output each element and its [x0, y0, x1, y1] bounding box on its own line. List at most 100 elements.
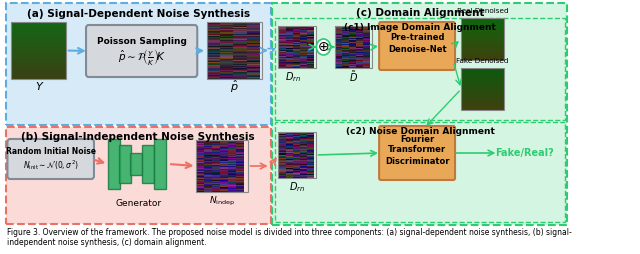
Bar — [342, 37, 349, 38]
Bar — [220, 32, 234, 33]
Bar — [285, 172, 292, 173]
Bar — [220, 54, 234, 55]
Bar — [11, 37, 66, 38]
Bar — [300, 176, 307, 177]
Bar — [285, 174, 292, 175]
Bar — [228, 152, 236, 153]
Bar — [234, 77, 246, 78]
Bar — [292, 149, 300, 150]
Bar — [364, 32, 371, 33]
Bar — [11, 55, 66, 56]
Bar — [11, 73, 66, 74]
Bar — [11, 67, 66, 68]
Bar — [364, 50, 371, 51]
Bar — [335, 26, 342, 27]
Bar — [461, 45, 504, 46]
Bar — [204, 178, 212, 179]
Bar — [220, 41, 234, 42]
Bar — [461, 23, 504, 24]
Bar — [300, 150, 307, 151]
Bar — [204, 187, 212, 188]
Bar — [220, 29, 234, 30]
Bar — [220, 167, 228, 168]
Bar — [228, 142, 236, 143]
Bar — [335, 49, 342, 50]
Bar — [356, 50, 364, 51]
Bar — [11, 57, 66, 58]
Bar — [220, 162, 228, 163]
Bar — [285, 56, 292, 57]
Bar — [220, 38, 234, 39]
Bar — [292, 142, 300, 143]
Bar — [11, 44, 66, 45]
Bar — [461, 76, 504, 77]
Bar — [292, 135, 300, 136]
Bar — [207, 61, 220, 62]
Bar — [212, 159, 220, 160]
Bar — [11, 68, 66, 69]
Bar — [220, 156, 228, 157]
Bar — [285, 175, 292, 176]
Bar — [220, 183, 228, 184]
Bar — [356, 64, 364, 65]
Bar — [207, 51, 220, 52]
Bar — [246, 48, 260, 49]
Bar — [234, 52, 246, 53]
Bar — [342, 59, 349, 60]
Bar — [234, 66, 246, 67]
Bar — [204, 153, 212, 154]
Bar — [11, 64, 66, 65]
Bar — [196, 141, 204, 142]
Bar — [349, 62, 356, 63]
Bar — [236, 167, 244, 168]
Bar — [349, 57, 356, 58]
Bar — [212, 173, 220, 174]
Bar — [300, 134, 307, 135]
Bar — [246, 27, 260, 28]
Bar — [11, 34, 66, 35]
Bar — [234, 35, 246, 36]
Bar — [207, 34, 220, 35]
Bar — [228, 188, 236, 189]
Bar — [356, 29, 364, 30]
Bar — [307, 30, 314, 31]
Bar — [356, 40, 364, 41]
Text: Fake Denoised: Fake Denoised — [456, 58, 509, 64]
Bar — [461, 90, 504, 91]
Bar — [234, 60, 246, 61]
Bar — [349, 28, 356, 29]
Bar — [278, 134, 285, 135]
Bar — [349, 45, 356, 46]
Bar — [300, 30, 307, 31]
Bar — [307, 174, 314, 175]
Bar — [234, 28, 246, 29]
Bar — [292, 156, 300, 157]
Bar — [461, 40, 504, 41]
Bar — [236, 140, 244, 141]
Bar — [461, 75, 504, 76]
Bar — [220, 163, 228, 164]
Bar — [204, 148, 212, 149]
Bar — [220, 169, 228, 170]
Bar — [461, 31, 504, 32]
Bar — [278, 29, 285, 30]
Bar — [300, 26, 307, 27]
Bar — [278, 164, 285, 165]
Text: Discriminator: Discriminator — [385, 156, 449, 166]
Bar — [461, 54, 504, 55]
Bar — [246, 46, 260, 47]
Bar — [278, 55, 285, 56]
Bar — [292, 170, 300, 171]
Bar — [335, 46, 342, 47]
Bar — [292, 65, 300, 66]
Bar — [236, 152, 244, 153]
Bar — [278, 132, 316, 178]
Bar — [292, 60, 300, 61]
Bar — [236, 156, 244, 157]
Bar — [220, 151, 228, 152]
Bar — [307, 132, 314, 133]
Bar — [228, 184, 236, 185]
Bar — [356, 47, 364, 48]
Bar — [356, 58, 364, 59]
Bar — [356, 44, 364, 45]
